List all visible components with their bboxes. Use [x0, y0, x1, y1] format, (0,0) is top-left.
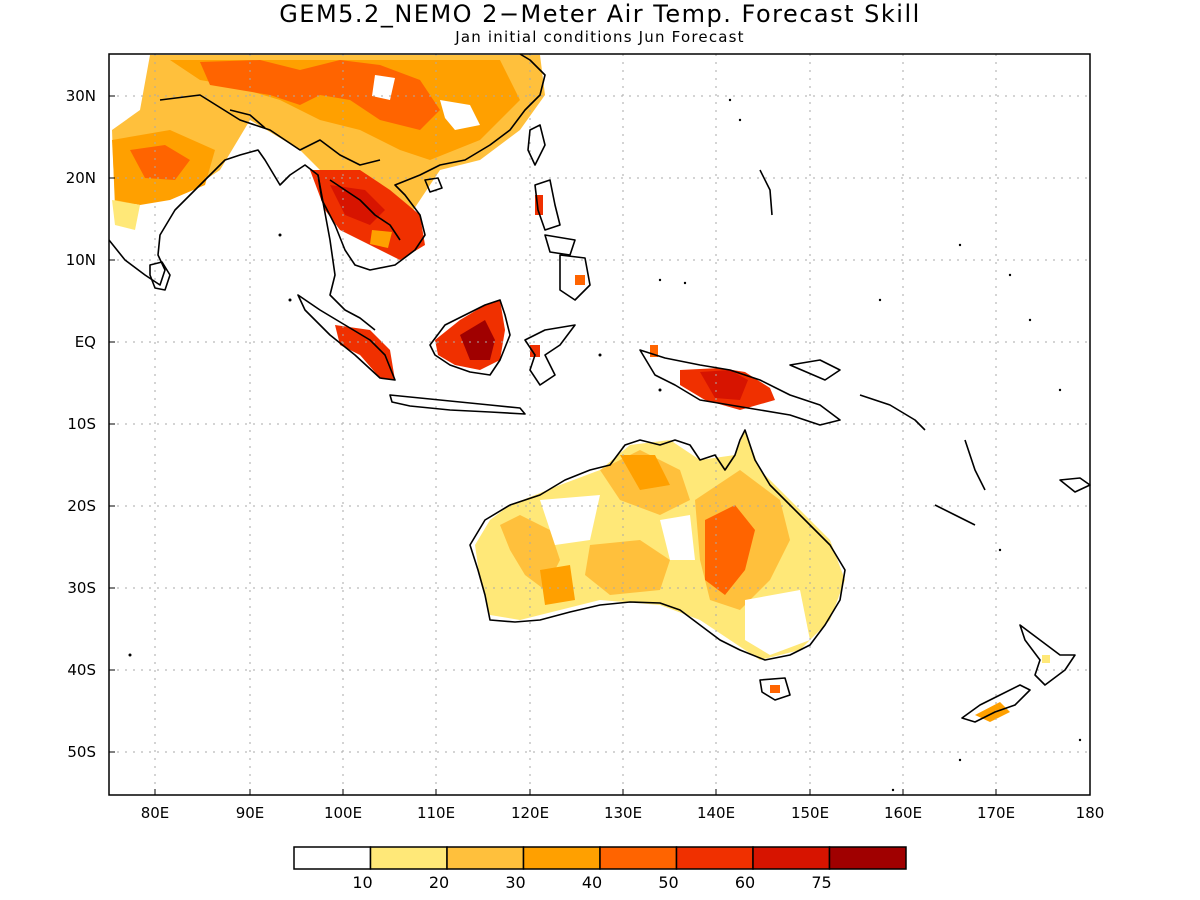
colorbar-label: 40 — [582, 873, 602, 892]
coast-solomons — [859, 394, 926, 431]
x-tick-label: 100E — [324, 804, 362, 822]
coast-taiwan — [527, 124, 546, 166]
colorbar-swatch — [522, 846, 601, 870]
coast-luzon — [534, 179, 561, 231]
colorbar-swatch — [752, 846, 831, 870]
shade-asia-white-1 — [440, 100, 480, 130]
shade-australia-hi — [705, 505, 755, 595]
shade-tasmania — [770, 685, 780, 693]
shade-india-hi — [130, 145, 190, 180]
shade-sumatra — [335, 325, 395, 380]
x-tick-label: 90E — [236, 804, 265, 822]
shade-australia-hi-2 — [620, 455, 670, 490]
coast-sulawesi — [524, 324, 576, 386]
y-axis-labels: 30N 20N 10N EQ 10S 20S 30S 40S 50S — [66, 87, 96, 761]
x-tick-label: 120E — [511, 804, 549, 822]
shade-australia-white-3 — [745, 590, 810, 655]
border-asia-2 — [329, 179, 401, 241]
y-tick-label: EQ — [75, 333, 96, 351]
x-tick-label: 130E — [604, 804, 642, 822]
coast-sri-lanka — [149, 261, 171, 291]
coast-sumatra — [297, 294, 396, 381]
coast-visayas — [544, 234, 576, 256]
coast-marianas — [759, 169, 773, 216]
skill-shading — [112, 55, 1050, 722]
coast-nz-north — [1019, 624, 1076, 686]
coast-tasmania — [759, 677, 791, 701]
shade-philippines-2 — [575, 275, 585, 285]
small-islands — [128, 98, 1082, 792]
gridlines — [109, 54, 1090, 795]
x-tick-label: 80E — [141, 804, 170, 822]
coast-java — [389, 394, 526, 415]
y-tick-label: 20N — [66, 169, 96, 187]
y-tick-label: 30S — [67, 579, 96, 597]
y-tick-label: 40S — [67, 661, 96, 679]
y-tick-label: 10S — [67, 415, 96, 433]
shade-australia-hi-3 — [540, 565, 575, 605]
colorbar: 10 20 30 40 50 60 75 — [293, 846, 907, 892]
coast-borneo — [429, 299, 511, 376]
x-tick-label: 170E — [977, 804, 1015, 822]
coast-australia — [469, 429, 846, 661]
shade-borneo-hi — [460, 320, 495, 360]
y-tick-label: 30N — [66, 87, 96, 105]
x-tick-label: 150E — [791, 804, 829, 822]
shade-halmahera — [650, 345, 658, 357]
y-tick-label: 50S — [67, 743, 96, 761]
colorbar-swatch — [828, 846, 907, 870]
border-asia-3 — [229, 109, 266, 129]
coast-bismarck — [789, 359, 841, 381]
shade-indochina-white — [370, 230, 392, 248]
coast-hainan — [424, 177, 443, 193]
shade-indochina-hi — [330, 185, 385, 225]
axis-ticks — [109, 95, 997, 795]
coast-asia — [108, 53, 546, 286]
shade-new-guinea-hi — [700, 370, 748, 400]
shade-nz-north — [1042, 655, 1050, 663]
colorbar-label: 10 — [352, 873, 372, 892]
chart-title: GEM5.2_NEMO 2−Meter Air Temp. Forecast S… — [279, 0, 921, 28]
colorbar-label: 60 — [735, 873, 755, 892]
colorbar-swatch — [369, 846, 448, 870]
x-tick-label: 110E — [417, 804, 455, 822]
shade-australia-white-1 — [540, 495, 600, 545]
coast-vanuatu — [964, 439, 986, 491]
shade-sulawesi — [530, 345, 540, 357]
chart-subtitle: Jan initial conditions Jun Forecast — [455, 28, 745, 46]
colorbar-label: 30 — [505, 873, 525, 892]
coast-new-caledonia — [934, 504, 976, 526]
coast-nz-south — [961, 684, 1031, 723]
colorbar-label: 20 — [429, 873, 449, 892]
colorbar-swatch — [446, 846, 525, 870]
map-panel — [108, 53, 1091, 796]
x-axis-labels: 80E 90E 100E 110E 120E 130E 140E 150E 16… — [141, 804, 1105, 822]
coast-mindanao — [559, 254, 591, 301]
x-tick-label: 140E — [697, 804, 735, 822]
shade-australia-mid-4 — [585, 540, 670, 595]
border-asia-1 — [159, 94, 381, 166]
shade-india-low — [112, 200, 140, 230]
y-tick-label: 10N — [66, 251, 96, 269]
colorbar-label: 75 — [811, 873, 831, 892]
shade-philippines-1 — [535, 195, 543, 215]
y-tick-label: 20S — [67, 497, 96, 515]
shade-australia-white-2 — [660, 515, 695, 560]
coast-malay-peninsula — [317, 174, 376, 331]
colorbar-label: 50 — [658, 873, 678, 892]
coastlines — [108, 53, 1091, 723]
colorbar-swatch — [599, 846, 678, 870]
coast-new-guinea — [639, 349, 841, 426]
x-tick-label: 180 — [1076, 804, 1105, 822]
x-tick-label: 160E — [884, 804, 922, 822]
shade-asia-white-2 — [372, 75, 395, 100]
colorbar-swatch — [675, 846, 754, 870]
colorbar-swatch — [293, 846, 372, 870]
